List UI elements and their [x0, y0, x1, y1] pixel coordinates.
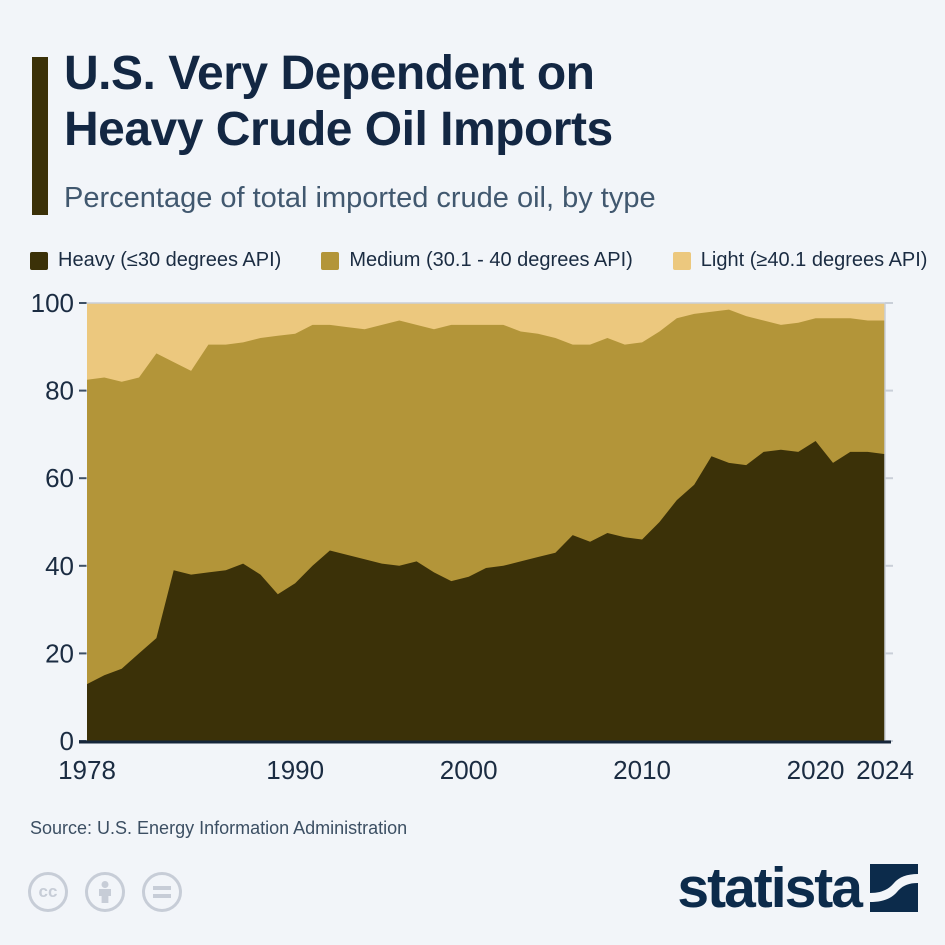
page-title: U.S. Very Dependent on Heavy Crude Oil I…	[64, 46, 613, 158]
x-axis-label: 2010	[613, 755, 671, 785]
y-axis-label: 0	[60, 726, 74, 756]
title-line-1: U.S. Very Dependent on	[64, 47, 595, 100]
title-accent-bar	[32, 57, 48, 215]
y-axis-label: 80	[45, 376, 74, 406]
legend-item-medium: Medium (30.1 - 40 degrees API)	[321, 249, 633, 272]
page-subtitle: Percentage of total imported crude oil, …	[64, 182, 656, 214]
y-axis-label: 60	[45, 463, 74, 493]
title-line-2: Heavy Crude Oil Imports	[64, 103, 613, 156]
legend-label: Light (≥40.1 degrees API)	[700, 249, 928, 271]
legend-label: Heavy (≤30 degrees API)	[58, 249, 282, 271]
chart-legend: Heavy (≤30 degrees API) Medium (30.1 - 4…	[30, 249, 927, 272]
legend-item-heavy: Heavy (≤30 degrees API)	[30, 249, 281, 272]
license-icons: cc	[28, 872, 182, 912]
x-axis-label: 1978	[58, 755, 116, 785]
medium-swatch-icon	[321, 251, 340, 270]
y-axis-label: 20	[45, 638, 74, 668]
x-axis-label: 2000	[440, 755, 498, 785]
area-heavy	[87, 441, 885, 741]
x-axis-label: 2020	[787, 755, 845, 785]
x-axis-label: 1990	[266, 755, 324, 785]
y-axis-label: 40	[45, 551, 74, 581]
equals-nd-icon[interactable]	[142, 872, 182, 912]
legend-label: Medium (30.1 - 40 degrees API)	[349, 249, 633, 271]
source-note: Source: U.S. Energy Information Administ…	[30, 818, 408, 838]
heavy-swatch-icon	[30, 251, 48, 270]
x-axis-label: 2024	[856, 755, 914, 785]
statista-logo[interactable]: statista	[677, 856, 918, 920]
statista-logo-mark-icon	[870, 864, 918, 912]
y-axis-label: 100	[31, 288, 74, 318]
legend-item-light: Light (≥40.1 degrees API)	[672, 249, 928, 272]
light-swatch-icon	[672, 251, 691, 270]
attribution-person-icon[interactable]	[85, 872, 125, 912]
statista-logo-text: statista	[677, 856, 863, 920]
cc-icon[interactable]: cc	[28, 872, 68, 912]
